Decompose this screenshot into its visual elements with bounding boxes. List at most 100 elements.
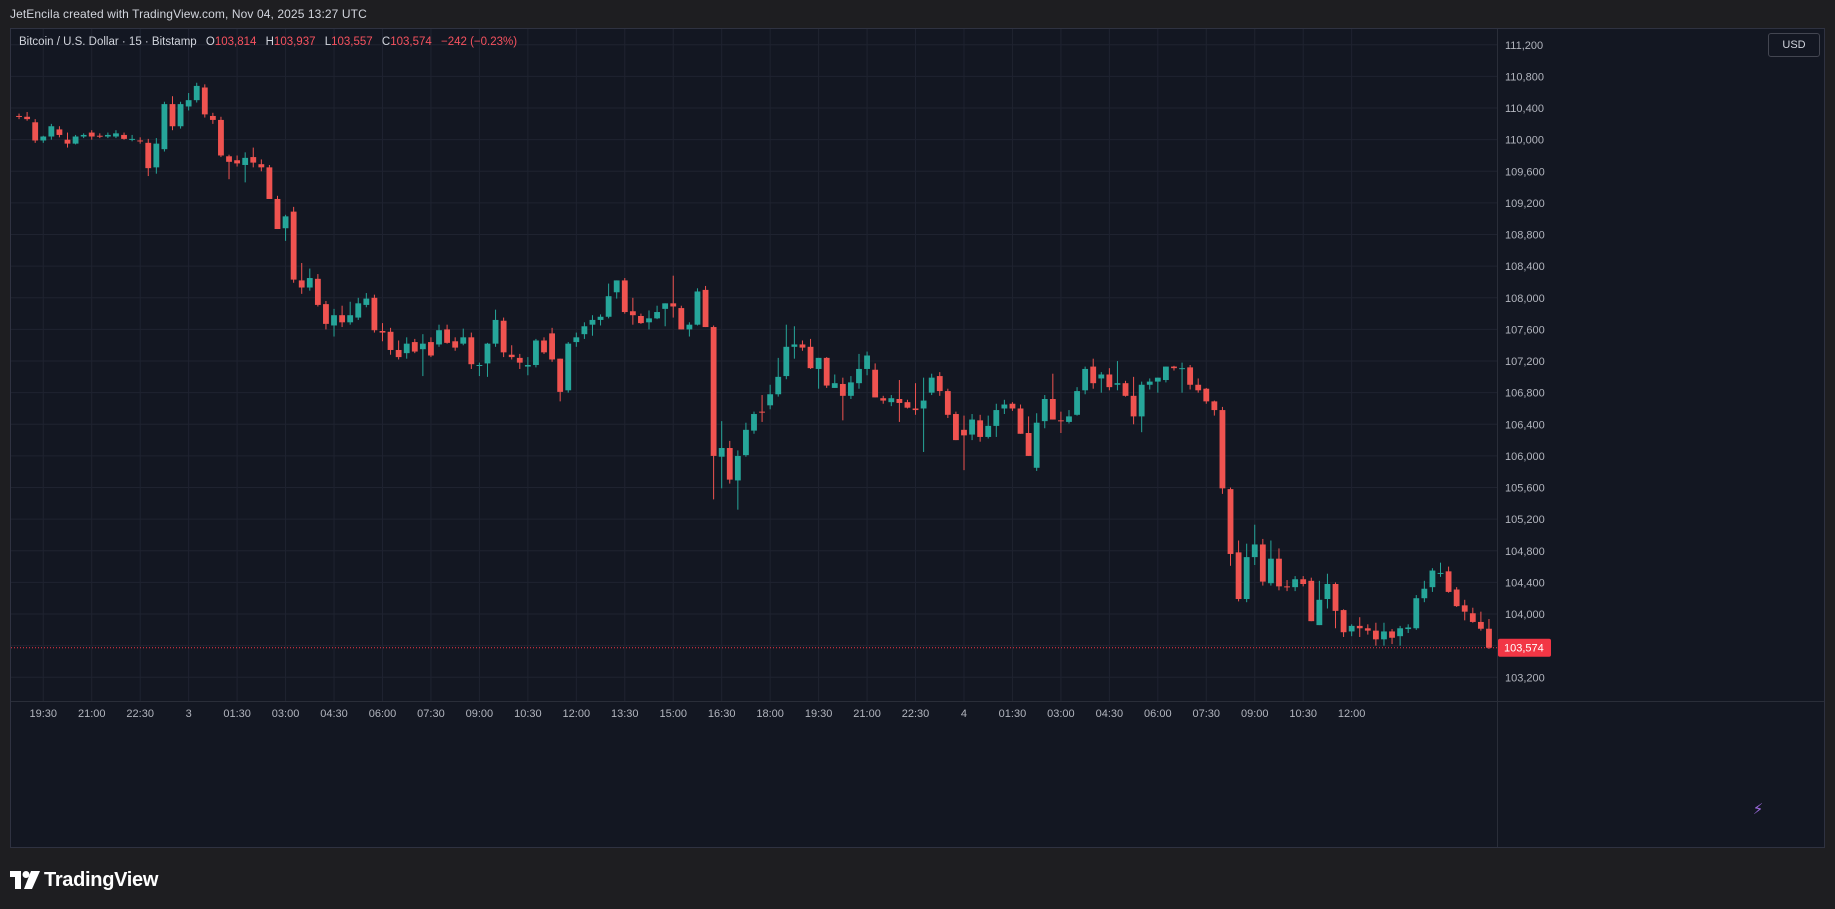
lightning-icon[interactable]: ⚡ <box>1752 801 1764 818</box>
candle-down <box>169 104 176 127</box>
candle-down <box>638 315 644 324</box>
x-tick-label: 21:00 <box>853 708 881 720</box>
candle-down <box>549 333 555 360</box>
candle-down <box>1122 383 1129 396</box>
candle-down <box>977 420 984 437</box>
candle-down <box>290 211 297 280</box>
candle-down <box>944 391 951 415</box>
candle-down <box>1445 571 1452 592</box>
candle-up <box>718 448 725 457</box>
close-label: C <box>381 36 391 48</box>
candle-down <box>702 289 709 328</box>
candle-down <box>621 280 628 313</box>
candle-down <box>218 119 224 156</box>
y-tick-label: 109,200 <box>1505 198 1545 210</box>
y-tick-label: 106,000 <box>1505 451 1545 463</box>
candle-up <box>928 377 935 393</box>
x-tick-label: 12:00 <box>1338 708 1366 720</box>
candle-up <box>1074 391 1080 415</box>
currency-button[interactable]: USD <box>1768 33 1820 57</box>
candle-down <box>274 198 281 230</box>
y-tick-label: 110,000 <box>1505 135 1544 147</box>
header-bar: JetEncila created with TradingView.com, … <box>0 0 1835 28</box>
candle-up <box>751 414 757 431</box>
y-tick-label: 106,400 <box>1505 419 1545 431</box>
candle-up <box>1114 383 1121 385</box>
candle-up <box>581 326 588 335</box>
candle-down <box>508 354 515 358</box>
change-value: −242 (−0.23%) <box>440 36 518 48</box>
tradingview-logo-text: TradingView <box>44 868 159 891</box>
candle-down <box>1130 395 1137 417</box>
candle-up <box>72 136 79 144</box>
candle-up <box>476 365 483 366</box>
candle-down <box>557 358 564 392</box>
x-tick-label: 04:30 <box>320 708 348 720</box>
candle-down <box>839 383 846 396</box>
candle-up <box>242 157 249 165</box>
candle-down <box>137 140 144 142</box>
candle-up <box>605 296 612 317</box>
x-tick-label: 15:00 <box>659 708 687 720</box>
tradingview-logo-icon <box>10 871 40 889</box>
candle-up <box>654 312 660 319</box>
candle-up <box>646 318 652 323</box>
candle-up <box>113 133 119 137</box>
candle-up <box>848 382 854 396</box>
candle-up <box>1154 377 1161 382</box>
candle-down <box>1049 398 1056 420</box>
x-tick-label: 07:30 <box>1193 708 1221 720</box>
candle-up <box>1437 572 1444 574</box>
x-tick-label: 22:30 <box>126 708 154 720</box>
candlestick-chart[interactable]: 103,200103,600104,000104,400104,800105,2… <box>11 29 1824 847</box>
candle-down <box>1453 589 1460 607</box>
candle-down <box>1469 613 1476 622</box>
x-tick-label: 21:00 <box>78 708 106 720</box>
candle-up <box>1429 570 1436 588</box>
candle-down <box>1389 631 1395 638</box>
y-tick-label: 108,400 <box>1505 261 1545 273</box>
x-tick-label: 04:30 <box>1096 708 1124 720</box>
x-tick-label: 12:00 <box>563 708 591 720</box>
candle-down <box>678 308 685 330</box>
candle-down <box>904 402 911 408</box>
candle-up <box>888 398 895 403</box>
candle-up <box>1098 374 1105 379</box>
candle-down <box>250 157 257 163</box>
low-value: 103,557 <box>331 36 373 48</box>
low-label: L <box>324 36 332 48</box>
y-tick-label: 104,000 <box>1505 609 1545 621</box>
candle-up <box>1251 544 1258 558</box>
x-tick-label: 3 <box>186 708 192 720</box>
candle-up <box>694 291 701 325</box>
chart-frame[interactable]: 103,200103,600104,000104,400104,800105,2… <box>10 28 1825 848</box>
symbol-name[interactable]: Bitcoin / U.S. Dollar · 15 · Bitstamp <box>19 36 197 48</box>
footer-logo: TradingView <box>10 868 158 892</box>
x-tick-label: 06:00 <box>369 708 397 720</box>
x-tick-label: 10:30 <box>514 708 542 720</box>
candle-down <box>1219 410 1226 489</box>
high-value: 103,937 <box>273 36 316 48</box>
last-price-tag <box>1498 638 1551 657</box>
candle-down <box>759 411 765 413</box>
candle-down <box>1356 625 1363 629</box>
candle-up <box>573 337 580 343</box>
x-tick-label: 01:30 <box>999 708 1027 720</box>
y-tick-label: 108,000 <box>1505 293 1545 305</box>
y-tick-label: 103,200 <box>1505 672 1545 684</box>
candle-up <box>524 365 531 367</box>
candle-down <box>16 115 22 117</box>
candle-up <box>492 319 499 344</box>
candle-up <box>864 355 870 369</box>
candle-down <box>371 297 378 331</box>
candle-down <box>936 376 943 392</box>
candle-down <box>953 414 959 441</box>
candle-down <box>1308 580 1315 622</box>
candle-down <box>807 346 814 369</box>
candle-down <box>96 135 103 137</box>
candle-up <box>104 134 111 137</box>
x-tick-label: 19:30 <box>30 708 58 720</box>
candle-up <box>1001 404 1008 409</box>
candle-up <box>1243 557 1250 600</box>
candle-down <box>1477 621 1484 629</box>
